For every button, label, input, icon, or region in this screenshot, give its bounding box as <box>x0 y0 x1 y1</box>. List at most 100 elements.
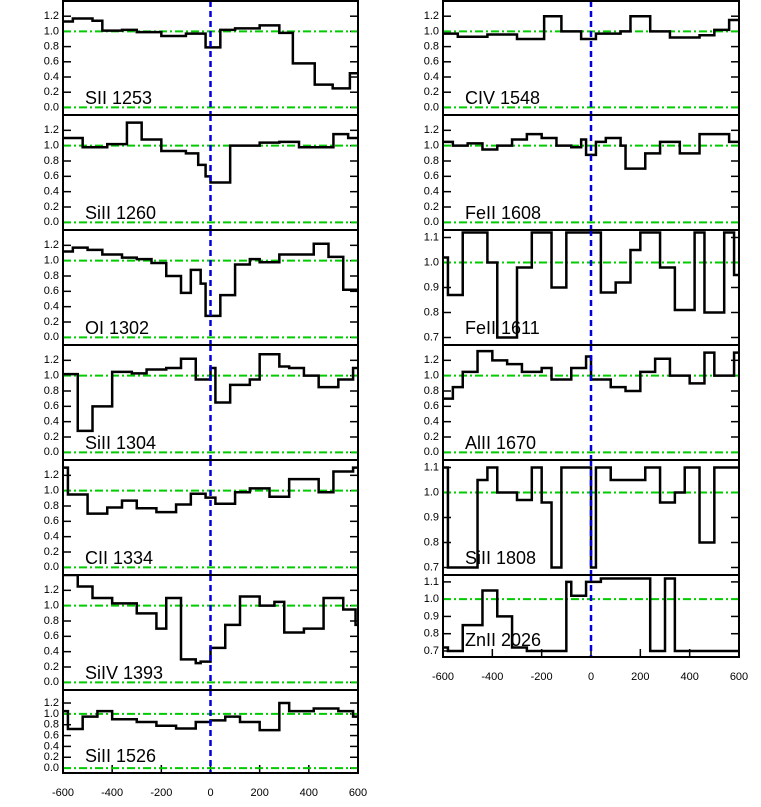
panel-label: SiII 1260 <box>85 203 156 223</box>
y-tick-label: 0.2 <box>44 661 59 673</box>
y-tick-label: 0.8 <box>44 155 59 167</box>
x-tick-label: 400 <box>300 787 318 799</box>
y-tick-label: 0.0 <box>44 331 59 343</box>
y-tick-label: 1.0 <box>424 370 439 382</box>
y-tick-label: 1.0 <box>424 486 439 498</box>
y-tick-label: 0.0 <box>44 216 59 228</box>
y-tick-label: 1.2 <box>44 697 59 709</box>
y-tick-label: 1.0 <box>424 256 439 268</box>
spectrum <box>443 349 739 400</box>
y-tick-label: 1.0 <box>44 255 59 267</box>
y-tick-label: 0.8 <box>424 306 439 318</box>
y-tick-label: 0.8 <box>424 536 439 548</box>
y-tick-label: 0.8 <box>44 41 59 53</box>
y-tick-label: 1.0 <box>424 140 439 152</box>
y-tick-label: 0.8 <box>44 615 59 627</box>
y-tick-label: 1.2 <box>44 469 59 481</box>
y-tick-label: 1.0 <box>44 370 59 382</box>
y-tick-label: 0.8 <box>44 270 59 282</box>
panel-label: CII 1334 <box>85 548 153 568</box>
y-tick-label: 0.2 <box>44 86 59 98</box>
y-tick-label: 1.1 <box>424 576 439 588</box>
x-tick-label: 600 <box>730 671 748 683</box>
x-tick-label: 200 <box>250 787 268 799</box>
panel-label: SiII 1304 <box>85 433 156 453</box>
panel-label: OI 1302 <box>85 318 149 338</box>
y-tick-label: 0.4 <box>44 416 59 428</box>
y-tick-label: 1.0 <box>44 140 59 152</box>
x-tick-label: -400 <box>481 671 503 683</box>
y-tick-label: 0.8 <box>44 719 59 731</box>
y-tick-label: 0.8 <box>44 385 59 397</box>
panel-label: SiIV 1393 <box>85 663 163 683</box>
panel-frame <box>442 574 740 658</box>
y-tick-label: 0.2 <box>44 431 59 443</box>
spectrum <box>443 466 739 569</box>
panel-label: SiII 1526 <box>85 746 156 766</box>
spectrum <box>443 577 739 653</box>
y-tick-label: 0.6 <box>44 170 59 182</box>
y-tick-label: 0.8 <box>424 41 439 53</box>
x-tick-label: 200 <box>631 671 649 683</box>
x-tick-label: 600 <box>349 787 367 799</box>
x-tick-label: -200 <box>150 787 172 799</box>
y-tick-label: 0.4 <box>44 301 59 313</box>
y-tick-label: 0.0 <box>44 101 59 113</box>
y-tick-label: 1.0 <box>44 25 59 37</box>
y-tick-label: 0.6 <box>44 285 59 297</box>
spectrum <box>63 17 358 90</box>
y-tick-label: 0.4 <box>424 186 439 198</box>
panel-label: FeII 1611 <box>465 318 540 338</box>
spectrum <box>63 352 358 433</box>
y-tick-label: 0.7 <box>424 331 439 343</box>
y-tick-label: 0.6 <box>44 400 59 412</box>
panel-label: AlII 1670 <box>465 433 536 453</box>
panel-frame <box>62 689 359 774</box>
y-tick-label: 0.2 <box>44 751 59 763</box>
y-tick-label: 1.2 <box>424 354 439 366</box>
y-tick-label: 0.6 <box>44 515 59 527</box>
y-tick-label: 0.9 <box>424 610 439 622</box>
y-tick-label: 1.2 <box>44 124 59 136</box>
y-tick-label: 1.0 <box>44 485 59 497</box>
y-tick-label: 0.8 <box>424 385 439 397</box>
y-tick-label: 0.8 <box>424 628 439 640</box>
y-tick-label: 0.0 <box>44 762 59 774</box>
y-tick-label: 0.4 <box>424 71 439 83</box>
spectrum <box>443 231 739 339</box>
y-tick-label: 0.4 <box>44 646 59 658</box>
y-tick-label: 0.2 <box>424 86 439 98</box>
y-tick-label: 0.2 <box>44 316 59 328</box>
spectrum <box>63 121 358 184</box>
y-tick-label: 0.0 <box>424 216 439 228</box>
y-tick-label: 0.2 <box>44 201 59 213</box>
y-tick-label: 0.0 <box>44 561 59 573</box>
y-tick-label: 0.2 <box>424 431 439 443</box>
panel-label: SII 1253 <box>85 88 152 108</box>
y-tick-label: 1.2 <box>44 584 59 596</box>
y-tick-label: 1.2 <box>44 239 59 251</box>
y-tick-label: 0.0 <box>44 676 59 688</box>
panel-label: ZnII 2026 <box>465 630 541 650</box>
y-tick-label: 1.1 <box>424 231 439 243</box>
x-tick-label: -600 <box>432 671 454 683</box>
y-tick-label: 0.4 <box>44 71 59 83</box>
y-tick-label: 1.2 <box>424 10 439 22</box>
y-tick-label: 1.2 <box>44 354 59 366</box>
y-tick-label: 1.2 <box>424 124 439 136</box>
y-tick-label: 0.0 <box>424 101 439 113</box>
spectrum <box>63 466 358 515</box>
y-tick-label: 0.8 <box>424 155 439 167</box>
spectrum <box>443 132 739 170</box>
y-tick-label: 0.7 <box>424 561 439 573</box>
y-tick-label: 0.9 <box>424 281 439 293</box>
y-tick-label: 0.6 <box>44 729 59 741</box>
y-tick-label: 0.4 <box>44 531 59 543</box>
y-tick-label: 1.1 <box>424 461 439 473</box>
y-tick-label: 1.0 <box>44 708 59 720</box>
x-tick-label: 400 <box>680 671 698 683</box>
y-tick-label: 0.4 <box>44 186 59 198</box>
x-tick-label: -600 <box>52 787 74 799</box>
y-tick-label: 0.6 <box>44 630 59 642</box>
